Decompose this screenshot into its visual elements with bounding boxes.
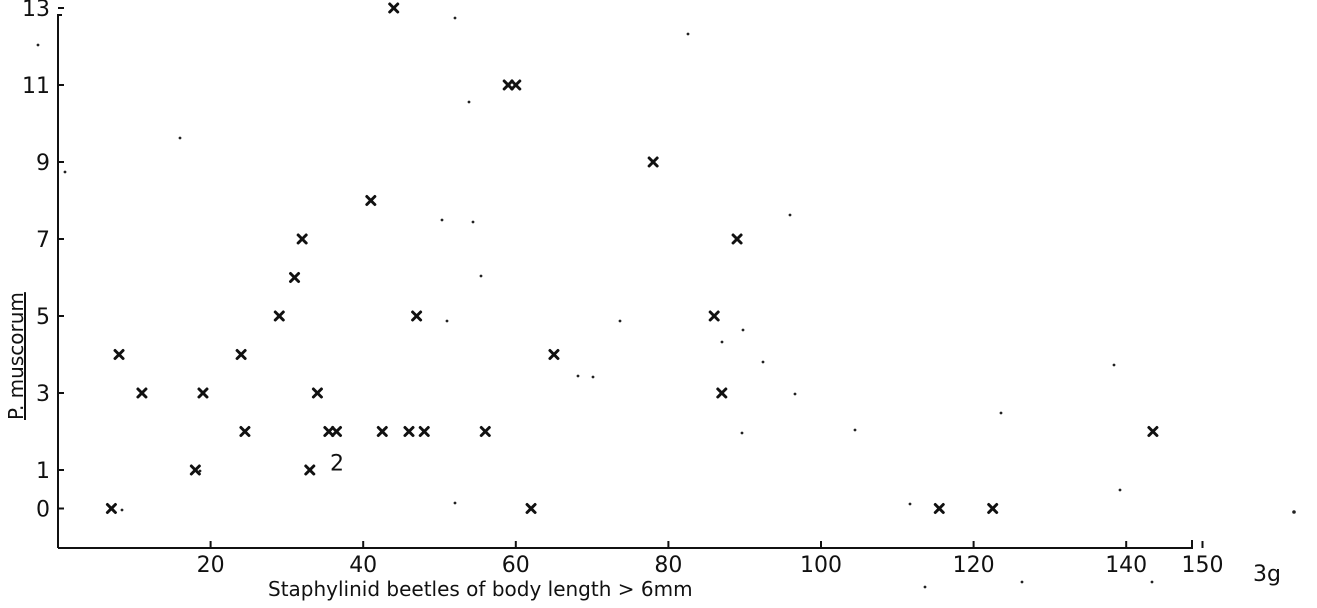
y-tick-label: 13 <box>22 0 50 22</box>
x-tick-label: 60 <box>502 553 530 578</box>
y-tick-label: 5 <box>36 305 50 330</box>
data-point <box>708 310 720 322</box>
x-tick-label: 150 <box>1182 553 1224 578</box>
data-point <box>510 79 522 91</box>
x-tick-label: 120 <box>953 553 995 578</box>
y-axis-label: P. muscorum <box>4 292 28 420</box>
data-point <box>311 387 323 399</box>
data-point <box>647 156 659 168</box>
data-point <box>987 503 999 514</box>
data-point <box>273 310 285 322</box>
data-point <box>105 503 117 514</box>
data-point <box>365 195 377 206</box>
x-axis-label: Staphylinid beetles of body length > 6mm <box>268 577 693 601</box>
data-point <box>136 387 148 399</box>
data-point <box>403 426 415 437</box>
data-point <box>418 426 430 437</box>
y-tick-label: 3 <box>36 382 50 407</box>
data-point <box>239 426 251 437</box>
data-point <box>502 79 514 91</box>
data-point <box>731 233 743 245</box>
data-point <box>411 310 423 322</box>
data-point <box>479 426 491 437</box>
data-point <box>296 233 308 245</box>
data-point <box>548 349 560 360</box>
y-tick-label: 0 <box>36 498 50 523</box>
x-tick-label: 20 <box>197 553 225 578</box>
y-tick-label: 7 <box>36 228 50 253</box>
data-point <box>716 387 728 399</box>
y-tick-label: 9 <box>36 151 50 176</box>
x-axis-unit-label: 3g <box>1253 562 1281 587</box>
data-point <box>304 464 316 476</box>
data-point <box>189 464 201 476</box>
y-tick-label: 1 <box>36 459 50 484</box>
annotations: 2 <box>330 451 344 476</box>
scan-specks <box>36 16 1296 589</box>
data-point <box>330 426 342 437</box>
data-point <box>388 2 400 14</box>
x-tick-label: 100 <box>800 553 842 578</box>
data-points <box>105 2 1159 514</box>
y-tick-label: 11 <box>22 74 50 99</box>
data-point <box>289 272 301 283</box>
data-point <box>113 349 125 360</box>
data-point <box>197 387 209 399</box>
data-point <box>525 503 537 514</box>
x-tick-label: 140 <box>1105 553 1147 578</box>
data-point <box>323 426 335 437</box>
data-point <box>1147 426 1159 437</box>
annotation-label: 2 <box>330 451 344 476</box>
x-axis-ticks: 20 40 60 80 100 120 140 150 <box>197 541 1224 578</box>
data-point <box>376 426 388 437</box>
data-point <box>933 503 945 514</box>
data-point <box>235 349 247 360</box>
x-axis-line <box>58 540 1193 549</box>
x-tick-label: 80 <box>654 553 682 578</box>
x-tick-label: 40 <box>349 553 377 578</box>
y-axis-line <box>57 14 62 548</box>
